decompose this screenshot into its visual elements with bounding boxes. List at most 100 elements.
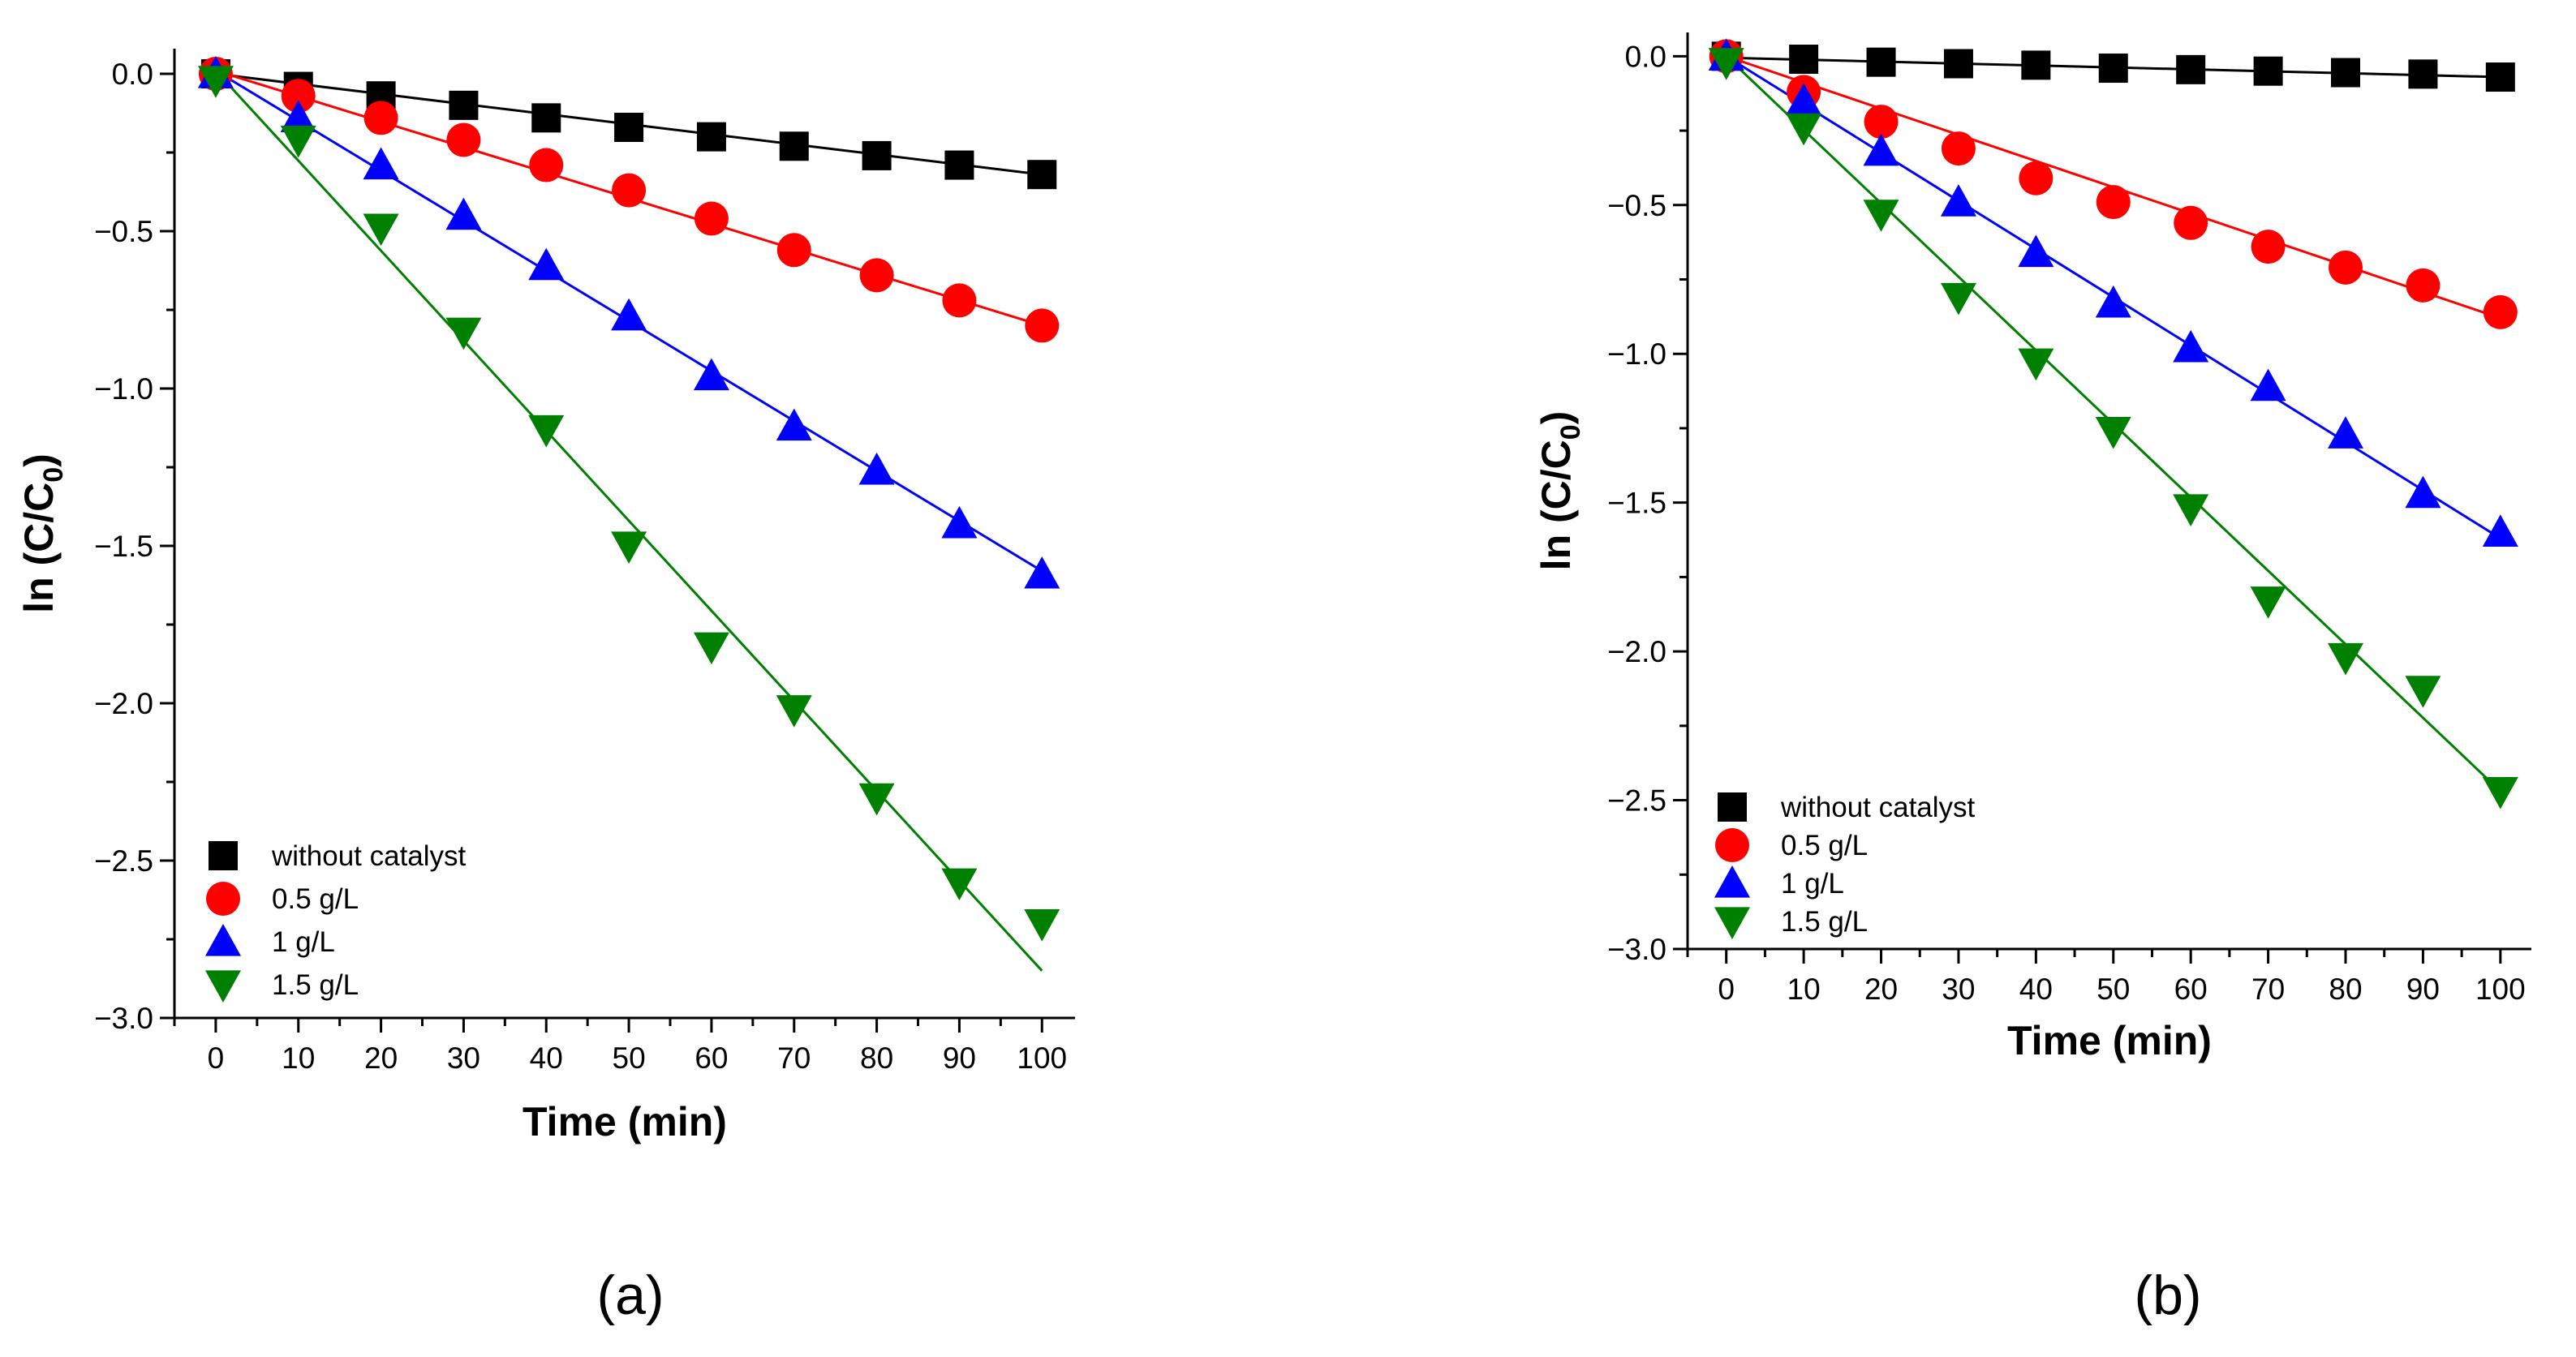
data-point-1-5-g-l (2250, 586, 2286, 619)
x-tick-label: 40 (2019, 973, 2053, 1006)
x-tick-label: 70 (2251, 973, 2285, 1006)
y-tick-label: −3.0 (1607, 933, 1666, 966)
data-point-1-g-l (941, 505, 978, 539)
data-point-without-catalyst (2021, 50, 2051, 80)
data-point-0-5-g-l (1941, 131, 1976, 166)
data-point-0-5-g-l (2096, 185, 2131, 220)
data-point-without-catalyst (1943, 49, 1973, 79)
data-point-1-g-l (280, 100, 316, 132)
y-axis-title-close: ) (1533, 411, 1579, 425)
data-point-1-5-g-l (528, 414, 565, 448)
legend: without catalyst 0.5 g/L 1 g/L 1.5 g/L (205, 840, 467, 1003)
data-point-without-catalyst (1027, 160, 1057, 190)
x-tick-label: 90 (943, 1041, 976, 1075)
data-point-1-5-g-l (197, 66, 234, 98)
data-point-1-5-g-l (1786, 113, 1822, 146)
data-point-0-5-g-l (1025, 308, 1060, 343)
legend-marker (1714, 865, 1750, 898)
data-point-0-5-g-l (694, 201, 729, 236)
data-point-1-5-g-l (693, 632, 729, 665)
legend-marker (1714, 907, 1750, 939)
x-tick-label: 10 (1787, 973, 1821, 1006)
data-point-1-5-g-l (1863, 200, 1899, 232)
legend: without catalyst 0.5 g/L 1 g/L 1.5 g/L (1714, 792, 1976, 939)
x-tick-label: 60 (2174, 973, 2208, 1006)
data-point-1-5-g-l (2328, 642, 2364, 676)
y-tick-label: −2.5 (94, 844, 153, 878)
x-tick-label: 90 (2406, 973, 2440, 1006)
data-point-without-catalyst (2098, 54, 2128, 84)
y-axis-title-subscript: 0 (1555, 424, 1586, 440)
legend-marker (205, 970, 241, 1003)
y-tick-label: −1.5 (94, 530, 153, 563)
data-point-1-g-l (2482, 514, 2518, 547)
data-point-1-5-g-l (776, 695, 812, 728)
legend-marker (209, 841, 238, 870)
data-point-0-5-g-l (281, 79, 316, 114)
y-axis-title-close: ) (16, 453, 62, 467)
legend-marker (206, 882, 240, 916)
data-point-0-5-g-l (859, 258, 894, 293)
y-axis-title-main: ln (C/C (1533, 440, 1579, 570)
data-point-1-5-g-l (2173, 494, 2209, 527)
data-point-1-g-l (2095, 285, 2131, 318)
y-tick-label: −2.0 (1607, 635, 1666, 668)
data-point-without-catalyst (531, 103, 561, 133)
data-point-without-catalyst (2176, 54, 2206, 84)
x-tick-label: 50 (613, 1041, 646, 1075)
data-point-1-g-l (1940, 184, 1976, 217)
data-point-without-catalyst (944, 150, 974, 180)
legend-label: 1.5 g/L (1781, 906, 1868, 938)
data-point-0-5-g-l (446, 122, 481, 157)
data-point-without-catalyst (779, 131, 809, 161)
data-point-1-g-l (445, 197, 482, 230)
data-point-1-g-l (2173, 329, 2209, 363)
y-tick-label: −3.0 (94, 1002, 153, 1035)
legend-label: 0.5 g/L (1781, 830, 1868, 861)
legend-label: without catalyst (1780, 792, 1976, 823)
data-point-1-g-l (858, 452, 895, 485)
y-tick-label: −1.5 (1607, 487, 1666, 520)
x-tick-label: 30 (447, 1041, 480, 1075)
data-point-0-5-g-l (942, 283, 977, 318)
y-tick-label: −0.5 (94, 215, 153, 248)
data-point-0-5-g-l (612, 173, 647, 208)
data-point-without-catalyst (862, 140, 892, 170)
x-tick-label: 30 (1942, 973, 1975, 1006)
data-point-1-g-l (2328, 416, 2364, 449)
chart-panel-b: 0 10 20 30 40 50 60 70 80 90 100 0.0 −0.5 −1.0 −1.5 −2.… (1533, 32, 2531, 1063)
data-point-1-g-l (776, 408, 812, 441)
y-axis-title: ln (C/C0) (1533, 411, 1586, 571)
y-tick-label: −1.0 (1607, 337, 1666, 371)
x-tick-label: 50 (2096, 973, 2130, 1006)
data-point-0-5-g-l (2406, 268, 2441, 303)
legend-marker (1718, 792, 1747, 822)
x-tick-label: 80 (860, 1041, 893, 1075)
legend-label: 1.5 g/L (272, 969, 359, 1001)
data-point-0-5-g-l (776, 233, 811, 268)
data-point-1-5-g-l (611, 531, 647, 565)
data-point-without-catalyst (449, 90, 479, 120)
data-point-without-catalyst (2485, 62, 2515, 92)
data-point-1-5-g-l (280, 125, 316, 158)
y-axis-title-main: ln (C/C (16, 483, 62, 613)
data-point-1-g-l (363, 147, 399, 180)
data-point-1-5-g-l (363, 213, 399, 247)
data-point-0-5-g-l (363, 101, 398, 135)
x-tick-label: 60 (695, 1041, 728, 1075)
x-axis-title: Time (min) (2007, 1018, 2212, 1063)
fit-line-1-5-g-l (214, 70, 1043, 972)
data-point-without-catalyst (614, 112, 644, 142)
data-point-1-g-l (2405, 475, 2441, 509)
data-point-without-catalyst (2408, 59, 2438, 89)
data-point-1-5-g-l (2018, 348, 2054, 381)
x-tick-label: 0 (1718, 973, 1735, 1006)
data-point-1-5-g-l (858, 783, 895, 816)
x-tick-label: 20 (1864, 973, 1898, 1006)
y-tick-label: −1.0 (94, 372, 153, 406)
data-point-without-catalyst (696, 122, 726, 152)
data-point-without-catalyst (1789, 45, 1819, 75)
data-point-1-5-g-l (445, 317, 482, 350)
